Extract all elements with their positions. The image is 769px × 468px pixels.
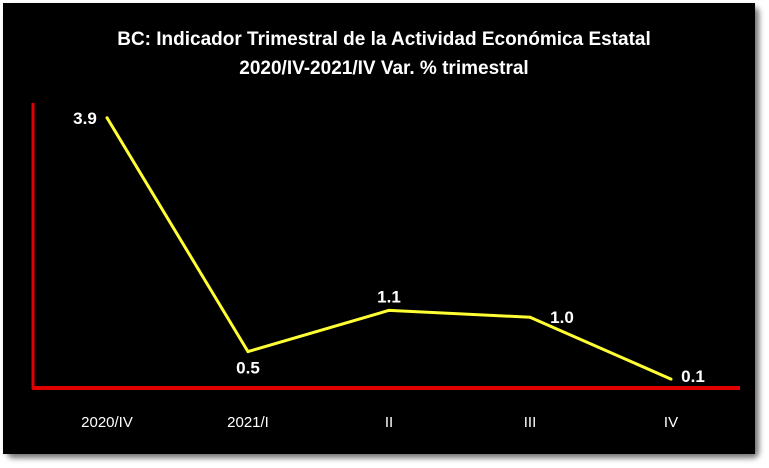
x-tick-label-0: 2020/IV <box>81 414 133 431</box>
data-labels: 3.9 0.5 1.1 1.0 0.1 <box>73 109 705 386</box>
data-point-3 <box>528 315 532 319</box>
data-label-2: 1.1 <box>377 287 401 306</box>
data-point-4 <box>669 377 673 381</box>
chart-svg: BC: Indicador Trimestral de la Actividad… <box>3 3 755 454</box>
chart-subtitle: 2020/IV-2021/IV Var. % trimestral <box>239 58 528 79</box>
data-label-1: 0.5 <box>236 359 260 378</box>
data-label-3: 1.0 <box>550 308 574 327</box>
x-tick-label-1: 2021/I <box>227 414 269 431</box>
data-point-0 <box>105 116 109 120</box>
data-label-0: 3.9 <box>73 109 97 128</box>
series-line <box>105 116 672 381</box>
chart-frame: BC: Indicador Trimestral de la Actividad… <box>3 3 755 454</box>
chart-title: BC: Indicador Trimestral de la Actividad… <box>117 29 651 50</box>
data-point-1 <box>246 350 250 354</box>
data-label-4: 0.1 <box>681 367 705 386</box>
x-tick-label-4: IV <box>664 414 678 431</box>
x-tick-label-3: III <box>524 414 537 431</box>
data-point-2 <box>387 308 391 312</box>
x-tick-labels: 2020/IV 2021/I II III IV <box>81 414 678 431</box>
x-tick-label-2: II <box>385 414 393 431</box>
